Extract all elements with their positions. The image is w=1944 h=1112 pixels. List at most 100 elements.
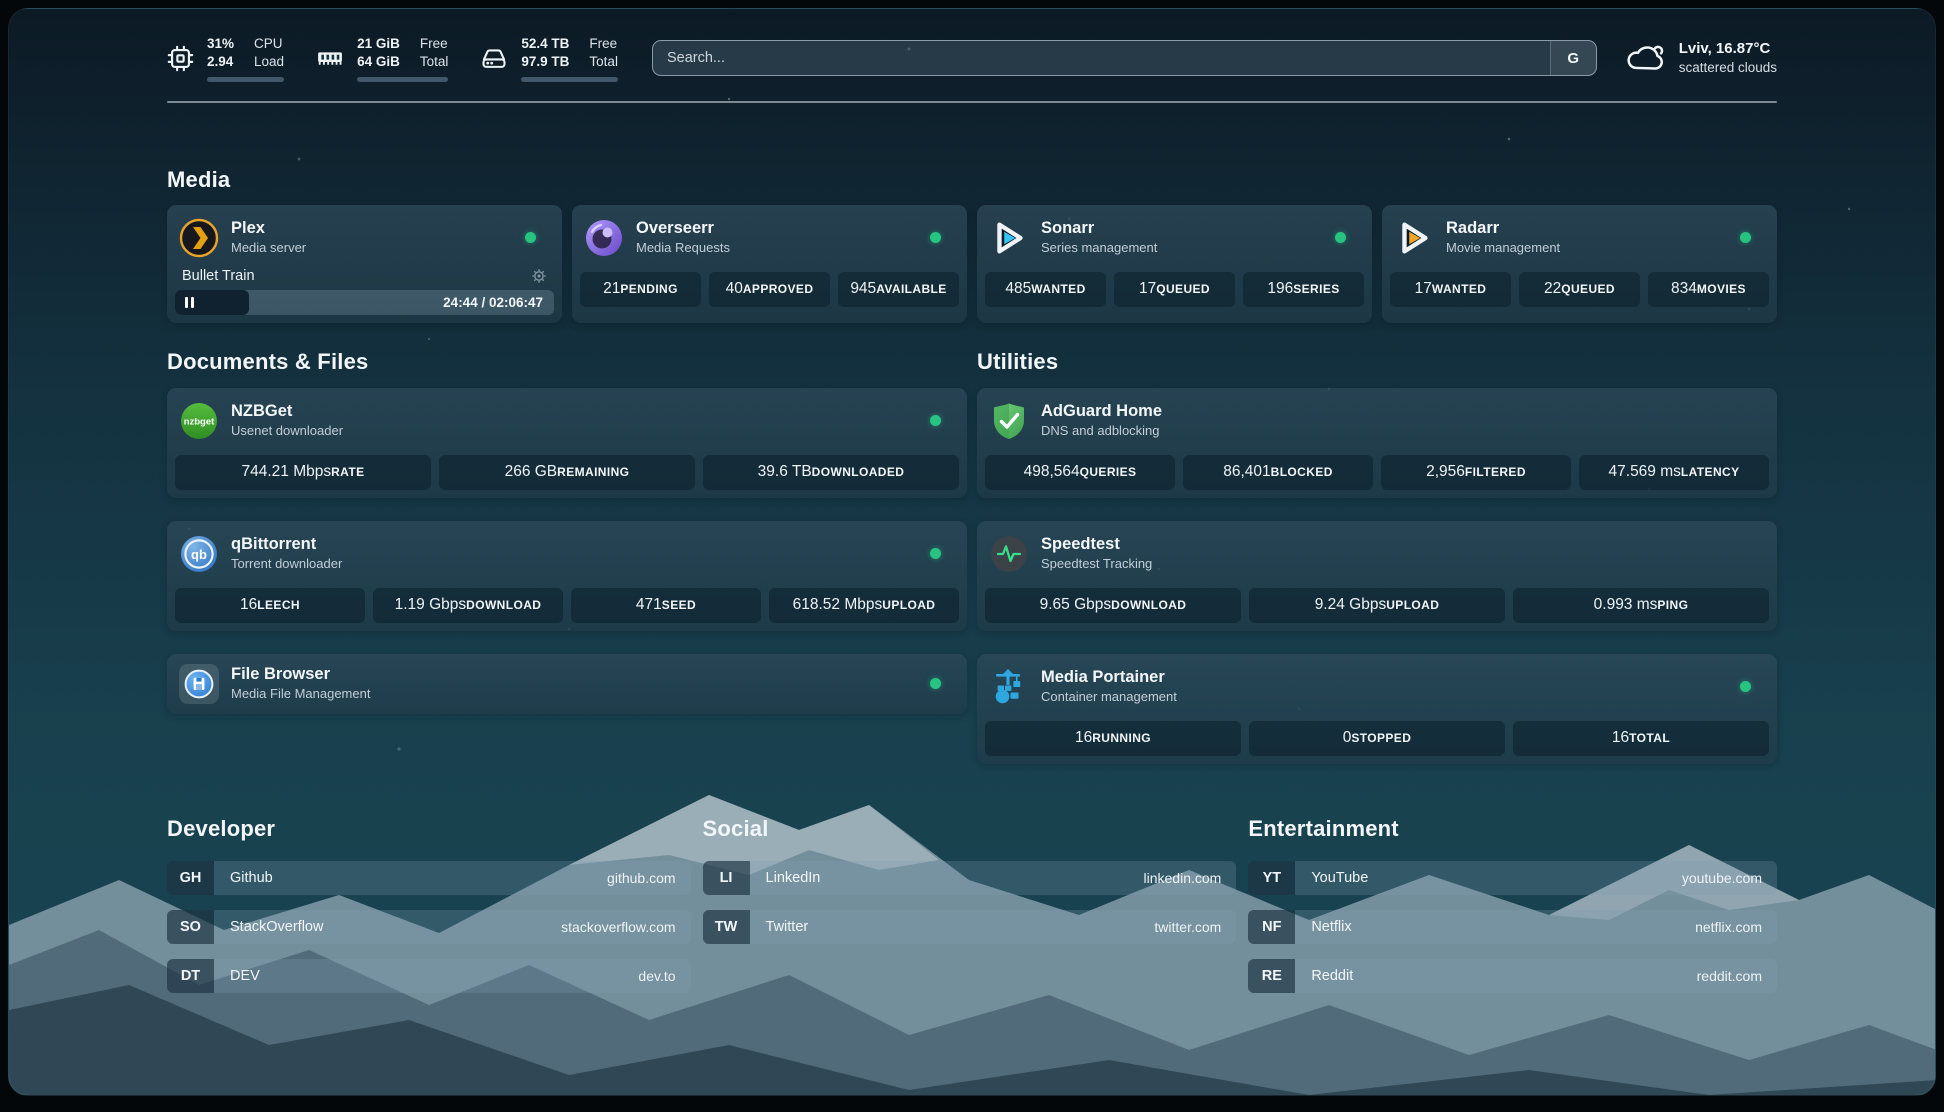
filebrowser-icon (179, 663, 219, 704)
radarr-card: Radarr Movie management 17WANTED 22QUEUE… (1382, 204, 1777, 323)
nzbget-card: nzbget NZBGet Usenet downloader 744.21 M… (167, 387, 967, 498)
cpu-load-value: 2.94 (207, 53, 234, 69)
stat-box: 0.993 msPING (1513, 587, 1769, 623)
stat-box: 471SEED (571, 587, 761, 623)
utilities-column: Utilities (977, 349, 1777, 764)
bookmark-abbr: RE (1248, 958, 1296, 993)
filebrowser-app-link[interactable]: File Browser Media File Management (175, 662, 959, 706)
bookmark-reddit[interactable]: RE Reddit reddit.com (1248, 958, 1777, 993)
bookmark-url: dev.to (638, 967, 676, 984)
bookmark-url: netflix.com (1695, 918, 1762, 935)
app-name: AdGuard Home (1041, 401, 1163, 420)
bookmark-url: github.com (607, 869, 676, 886)
stat-box: 945AVAILABLE (838, 271, 959, 307)
stat-box: 9.24 GbpsUPLOAD (1249, 587, 1505, 623)
status-dot (1335, 232, 1346, 243)
weather-condition: scattered clouds (1678, 60, 1777, 75)
section-title-developer: Developer (167, 815, 276, 841)
qbittorrent-app-link[interactable]: qb qBittorrent Torrent downloader (175, 529, 959, 579)
bookmark-name: Netflix (1311, 918, 1352, 935)
app-description: DNS and adblocking (1041, 422, 1160, 438)
bookmark-stackoverflow[interactable]: SO StackOverflow stackoverflow.com (167, 909, 691, 944)
section-title-utilities: Utilities (977, 348, 1059, 374)
stat-box: 40APPROVED (709, 271, 830, 307)
bookmark-abbr: LI (702, 860, 750, 895)
playback-time: 24:44 / 02:06:47 (443, 294, 543, 310)
bookmark-dev[interactable]: DT DEV dev.to (167, 958, 691, 993)
bookmark-url: reddit.com (1696, 967, 1762, 984)
stat-box: 22QUEUED (1519, 271, 1640, 307)
media-grid: Plex Media server Bullet Train (167, 204, 1777, 323)
documents-column: Documents & Files nzbget (167, 349, 967, 764)
app-name: Sonarr (1041, 218, 1095, 237)
portainer-card: Media Portainer Container management 16R… (977, 653, 1777, 764)
app-description: Media File Management (231, 685, 371, 701)
status-dot (525, 232, 536, 243)
bookmark-url: stackoverflow.com (561, 918, 676, 935)
plex-card: Plex Media server Bullet Train (167, 204, 562, 323)
overseerr-app-link[interactable]: Overseerr Media Requests (580, 213, 959, 263)
app-description: Media Requests (636, 239, 730, 255)
top-bar: 31% 2.94 CPU Load (167, 9, 1777, 85)
app-name: Media Portainer (1041, 667, 1165, 686)
portainer-app-link[interactable]: Media Portainer Container management (985, 662, 1769, 712)
bookmark-youtube[interactable]: YT YouTube youtube.com (1248, 860, 1777, 895)
bookmark-name: YouTube (1311, 869, 1369, 886)
app-description: Torrent downloader (231, 555, 343, 571)
status-dot (930, 415, 941, 426)
portainer-icon (989, 667, 1029, 707)
svg-text:nzbget: nzbget (184, 416, 215, 427)
nzbget-app-link[interactable]: nzbget NZBGet Usenet downloader (175, 396, 959, 446)
qbittorrent-card: qb qBittorrent Torrent downloader 16LEEC… (167, 520, 967, 631)
stat-box: 17WANTED (1390, 271, 1511, 307)
search-engine-button[interactable]: G (1549, 41, 1596, 75)
pause-button[interactable] (175, 289, 249, 315)
app-description: Movie management (1446, 239, 1561, 255)
stat-box: 618.52 MbpsUPLOAD (769, 587, 959, 623)
bookmark-url: twitter.com (1154, 918, 1222, 935)
overseerr-card: Overseerr Media Requests 21PENDING 40APP… (572, 204, 967, 323)
stat-box: 485WANTED (985, 271, 1106, 307)
plex-app-link[interactable]: Plex Media server (175, 213, 554, 263)
bookmark-twitter[interactable]: TW Twitter twitter.com (702, 909, 1237, 944)
app-description: Usenet downloader (231, 422, 344, 438)
stat-box: 86,401BLOCKED (1183, 454, 1373, 490)
radarr-app-link[interactable]: Radarr Movie management (1390, 213, 1769, 263)
bookmark-abbr: TW (702, 909, 750, 944)
bookmark-linkedin[interactable]: LI LinkedIn linkedin.com (702, 860, 1237, 895)
settings-icon[interactable] (531, 268, 547, 284)
bookmark-netflix[interactable]: NF Netflix netflix.com (1248, 909, 1777, 944)
bookmark-github[interactable]: GH Github github.com (167, 860, 691, 895)
section-title-documents: Documents & Files (167, 348, 369, 374)
sonarr-app-link[interactable]: Sonarr Series management (985, 213, 1364, 263)
app-name: Overseerr (636, 218, 714, 237)
disk-stat: 52.4 TB 97.9 TB Free Total (480, 35, 618, 82)
search-input[interactable] (652, 41, 1550, 75)
sonarr-icon (989, 218, 1029, 258)
plex-icon (179, 218, 219, 258)
cpu-stat: 31% 2.94 CPU Load (167, 35, 285, 82)
adguard-app-link[interactable]: AdGuard Home DNS and adblocking (985, 396, 1769, 446)
stat-box: 498,564QUERIES (985, 454, 1175, 490)
stat-box: 17QUEUED (1114, 271, 1235, 307)
stat-box: 744.21 MbpsRATE (175, 454, 431, 490)
disk-free-value: 52.4 TB (521, 35, 570, 51)
bookmark-url: linkedin.com (1143, 869, 1222, 886)
playback-progress-bar[interactable]: 24:44 / 02:06:47 (175, 289, 554, 315)
stat-box: 21PENDING (580, 271, 701, 307)
memory-stat: 21 GiB 64 GiB Free Total (316, 35, 449, 82)
disk-meter (521, 76, 618, 82)
app-name: Plex (231, 218, 265, 237)
bookmark-name: Twitter (765, 918, 809, 935)
status-dot (930, 678, 941, 689)
header-divider (167, 101, 1777, 103)
app-name: File Browser (231, 664, 331, 683)
filebrowser-card: File Browser Media File Management (167, 653, 967, 714)
stat-box: 39.6 TBDOWNLOADED (703, 454, 959, 490)
bookmark-group-entertainment: Entertainment YT YouTube youtube.com NF … (1248, 816, 1777, 993)
status-dot (930, 548, 941, 559)
bookmark-abbr: DT (167, 958, 214, 993)
bookmark-name: DEV (230, 967, 260, 984)
stat-box: 0STOPPED (1249, 720, 1505, 756)
speedtest-app-link[interactable]: Speedtest Speedtest Tracking (985, 529, 1769, 579)
